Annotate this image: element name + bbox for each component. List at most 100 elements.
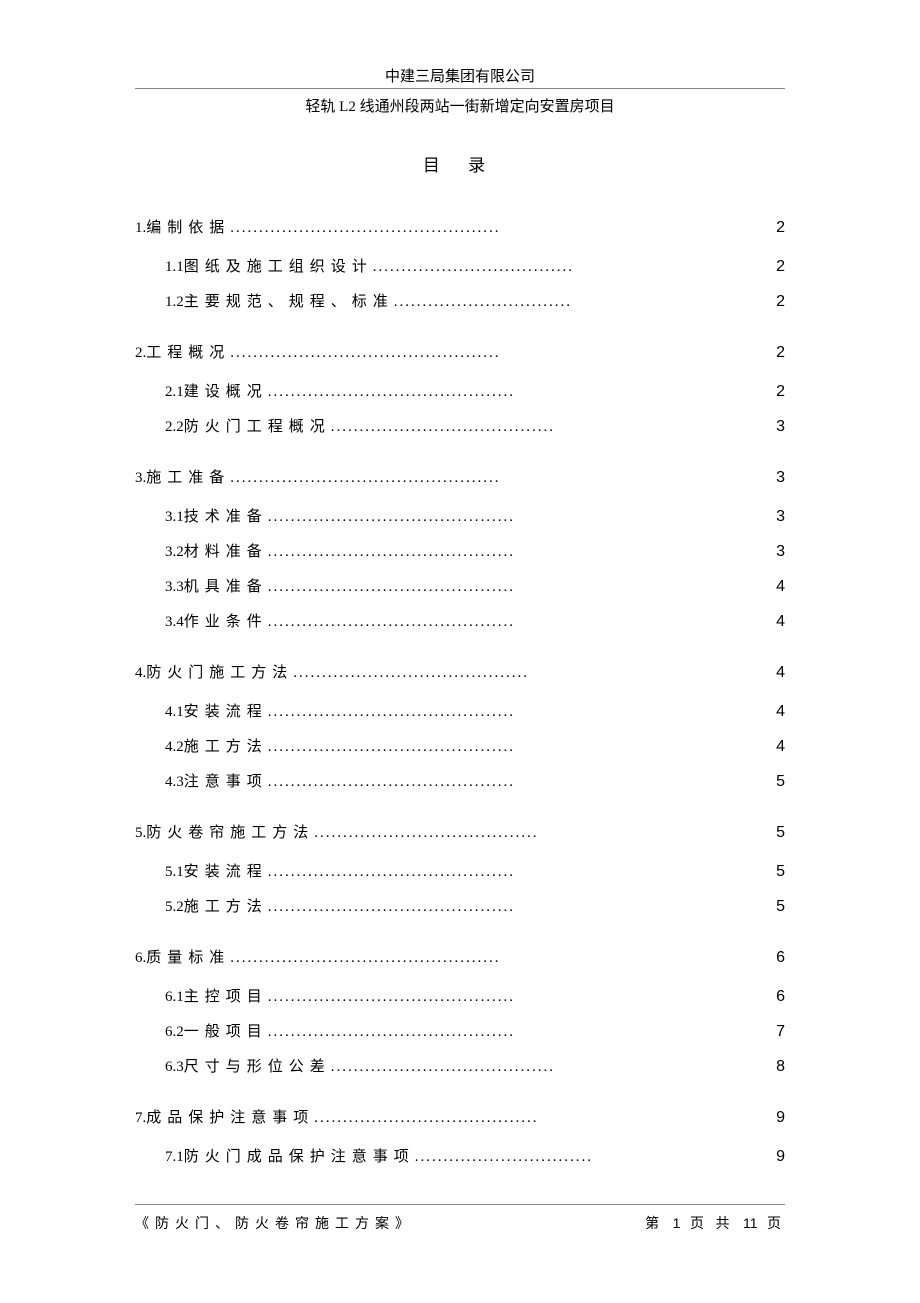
toc-entry-dots: ........................................… <box>268 544 515 561</box>
toc-entry-number: 4.1 <box>165 704 184 721</box>
toc-entry-number: 3.2 <box>165 544 184 561</box>
toc-entry: 5.防火卷帘施工方法 .............................… <box>135 821 785 842</box>
toc-entry: 1.2 主要规范、规程、标准 .........................… <box>135 290 785 311</box>
toc-entry-page: 4 <box>766 738 785 756</box>
toc-entry-number: 4.2 <box>165 739 184 756</box>
toc-entry: 2.工程概况 .................................… <box>135 341 785 362</box>
toc-entry-label: 机具准备 <box>184 575 268 596</box>
toc-entry: 3.3 机具准备 ...............................… <box>135 575 785 596</box>
toc-entry-label: 工程概况 <box>146 341 230 362</box>
toc-entry-dots: ........................................… <box>268 509 515 526</box>
toc-entry-label: 主要规范、规程、标准 <box>184 290 394 311</box>
toc-entry-page: 5 <box>766 863 785 881</box>
toc-entry-page: 2 <box>766 344 785 362</box>
toc-entry-dots: ............................... <box>394 294 572 311</box>
toc-entry-number: 3. <box>135 470 146 487</box>
header-rule <box>135 88 785 89</box>
toc-entry-label: 作业条件 <box>184 610 268 631</box>
toc-entry-label: 安装流程 <box>184 700 268 721</box>
toc-entry-dots: ........................................… <box>268 579 515 596</box>
toc-entry-page: 8 <box>766 1058 785 1076</box>
toc-entry-page: 6 <box>766 949 785 967</box>
toc-entry-label: 防火卷帘施工方法 <box>146 821 314 842</box>
page-footer: 《防火门、防火卷帘施工方案》 第 1 页 共 11 页 <box>135 1204 785 1233</box>
toc-entry-dots: ........................................… <box>293 665 529 682</box>
toc-entry-number: 7.1 <box>165 1149 184 1166</box>
toc-entry-number: 3.1 <box>165 509 184 526</box>
toc-entry: 1.编制依据 .................................… <box>135 216 785 237</box>
footer-doc-name: 《防火门、防火卷帘施工方案》 <box>135 1213 415 1233</box>
toc-entry-number: 6.3 <box>165 1059 184 1076</box>
footer-page-total: 11 <box>741 1215 760 1231</box>
footer-page-mid: 页 共 <box>690 1217 734 1232</box>
toc-list: 1.编制依据 .................................… <box>135 216 785 1166</box>
toc-entry-dots: ........................................… <box>230 470 500 487</box>
toc-entry: 4.2 施工方法 ...............................… <box>135 735 785 756</box>
toc-entry-label: 防火门成品保护注意事项 <box>184 1145 415 1166</box>
toc-entry-page: 9 <box>766 1148 785 1166</box>
toc-entry-page: 6 <box>766 988 785 1006</box>
toc-entry-label: 施工准备 <box>146 466 230 487</box>
toc-entry-number: 4. <box>135 665 146 682</box>
toc-entry-page: 3 <box>766 469 785 487</box>
toc-entry-label: 施工方法 <box>184 895 268 916</box>
toc-entry-number: 3.3 <box>165 579 184 596</box>
toc-entry: 6.2 一般项目 ...............................… <box>135 1020 785 1041</box>
toc-entry-dots: ............................... <box>415 1149 593 1166</box>
footer-page-post: 页 <box>767 1217 785 1232</box>
toc-entry-page: 2 <box>766 219 785 237</box>
toc-entry-number: 5. <box>135 825 146 842</box>
toc-entry-label: 技术准备 <box>184 505 268 526</box>
toc-entry-label: 质量标准 <box>146 946 230 967</box>
toc-entry-page: 2 <box>766 383 785 401</box>
toc-entry-page: 4 <box>766 578 785 596</box>
toc-entry: 6.1 主控项目 ...............................… <box>135 985 785 1006</box>
toc-entry-label: 尺寸与形位公差 <box>184 1055 331 1076</box>
toc-entry-dots: ....................................... <box>331 1059 555 1076</box>
toc-entry-page: 7 <box>766 1023 785 1041</box>
header-company: 中建三局集团有限公司 <box>135 65 785 86</box>
toc-entry-page: 2 <box>766 258 785 276</box>
toc-entry: 3.1 技术准备 ...............................… <box>135 505 785 526</box>
toc-entry-label: 材料准备 <box>184 540 268 561</box>
toc-entry-label: 图纸及施工组织设计 <box>184 255 373 276</box>
toc-entry-dots: ........................................… <box>268 1024 515 1041</box>
toc-entry-number: 1. <box>135 220 146 237</box>
toc-entry-dots: ................................... <box>373 259 574 276</box>
toc-entry-number: 5.1 <box>165 864 184 881</box>
toc-entry-dots: ........................................… <box>230 950 500 967</box>
toc-entry-label: 成品保护注意事项 <box>146 1106 314 1127</box>
toc-entry-dots: ....................................... <box>314 1110 538 1127</box>
toc-entry-label: 建设概况 <box>184 380 268 401</box>
toc-entry-dots: ........................................… <box>230 345 500 362</box>
toc-entry-dots: ........................................… <box>268 384 515 401</box>
toc-entry-number: 4.3 <box>165 774 184 791</box>
toc-entry: 4.1 安装流程 ...............................… <box>135 700 785 721</box>
toc-entry-label: 安装流程 <box>184 860 268 881</box>
toc-entry-page: 5 <box>766 824 785 842</box>
toc-title: 目 录 <box>135 151 785 176</box>
toc-entry-dots: ........................................… <box>268 864 515 881</box>
toc-entry-number: 6.2 <box>165 1024 184 1041</box>
toc-entry: 4.防火门施工方法 ..............................… <box>135 661 785 682</box>
toc-entry: 7.成品保护注意事项 .............................… <box>135 1106 785 1127</box>
toc-entry-dots: ........................................… <box>268 899 515 916</box>
toc-entry-dots: ........................................… <box>268 739 515 756</box>
toc-entry: 6.质量标准 .................................… <box>135 946 785 967</box>
toc-entry-page: 9 <box>766 1109 785 1127</box>
page-header: 中建三局集团有限公司 轻轨 L2 线通州段两站一街新增定向安置房项目 <box>135 65 785 116</box>
footer-rule <box>135 1204 785 1205</box>
toc-entry-label: 防火门施工方法 <box>146 661 293 682</box>
footer-page-number: 第 1 页 共 11 页 <box>645 1213 785 1233</box>
toc-entry-number: 2.2 <box>165 419 184 436</box>
footer-page-pre: 第 <box>645 1217 663 1232</box>
toc-entry: 3.2 材料准备 ...............................… <box>135 540 785 561</box>
toc-entry-dots: ........................................… <box>268 774 515 791</box>
toc-entry: 2.1 建设概况 ...............................… <box>135 380 785 401</box>
toc-entry-label: 施工方法 <box>184 735 268 756</box>
toc-entry: 5.2 施工方法 ...............................… <box>135 895 785 916</box>
toc-entry-number: 6.1 <box>165 989 184 1006</box>
toc-entry-label: 主控项目 <box>184 985 268 1006</box>
toc-entry-label: 注意事项 <box>184 770 268 791</box>
toc-entry: 3.施工准备 .................................… <box>135 466 785 487</box>
